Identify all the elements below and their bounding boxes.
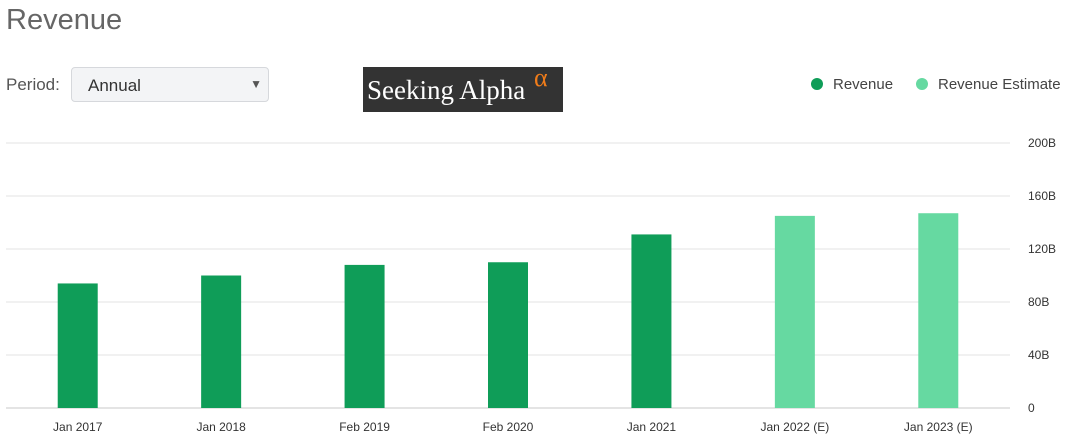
alpha-icon: α	[534, 63, 548, 92]
x-tick-label: Jan 2022 (E)	[760, 420, 829, 434]
bar-revenue[interactable]	[201, 275, 242, 409]
y-tick-label: 0	[1028, 401, 1035, 415]
legend-item-revenue-estimate[interactable]: Revenue Estimate	[916, 76, 1061, 93]
legend-dot-icon	[811, 78, 823, 90]
bar-revenue-estimate[interactable]	[774, 215, 815, 408]
x-tick-label: Jan 2018	[196, 420, 246, 434]
bar-revenue-estimate[interactable]	[918, 213, 959, 408]
bar-revenue[interactable]	[488, 262, 528, 408]
logo-text: Seeking Alpha	[367, 75, 526, 105]
x-tick-label: Jan 2017	[53, 420, 103, 434]
x-tick-label: Jan 2021	[627, 420, 677, 434]
y-tick-label: 40B	[1028, 348, 1049, 362]
legend-dot-icon	[916, 78, 928, 90]
x-tick-label: Feb 2020	[483, 420, 534, 434]
y-tick-label: 120B	[1028, 242, 1056, 256]
x-tick-label: Feb 2019	[339, 420, 390, 434]
period-select[interactable]: Annual ▼	[71, 67, 269, 102]
bar-revenue[interactable]	[344, 264, 385, 408]
legend-label: Revenue	[833, 76, 894, 93]
dropdown-arrow-icon: ▼	[250, 77, 262, 91]
legend-item-revenue[interactable]: Revenue	[811, 76, 893, 93]
x-tick-label: Jan 2023 (E)	[904, 420, 973, 434]
period-select-value: Annual	[88, 76, 141, 95]
page-title: Revenue	[6, 4, 123, 36]
y-tick-label: 200B	[1028, 136, 1056, 150]
legend-label: Revenue Estimate	[938, 76, 1061, 93]
bar-revenue[interactable]	[631, 234, 672, 408]
period-label: Period:	[6, 75, 60, 94]
y-tick-label: 80B	[1028, 295, 1049, 309]
bar-revenue[interactable]	[57, 283, 98, 408]
seeking-alpha-logo: Seeking Alpha α	[363, 63, 563, 112]
y-tick-label: 160B	[1028, 189, 1056, 203]
